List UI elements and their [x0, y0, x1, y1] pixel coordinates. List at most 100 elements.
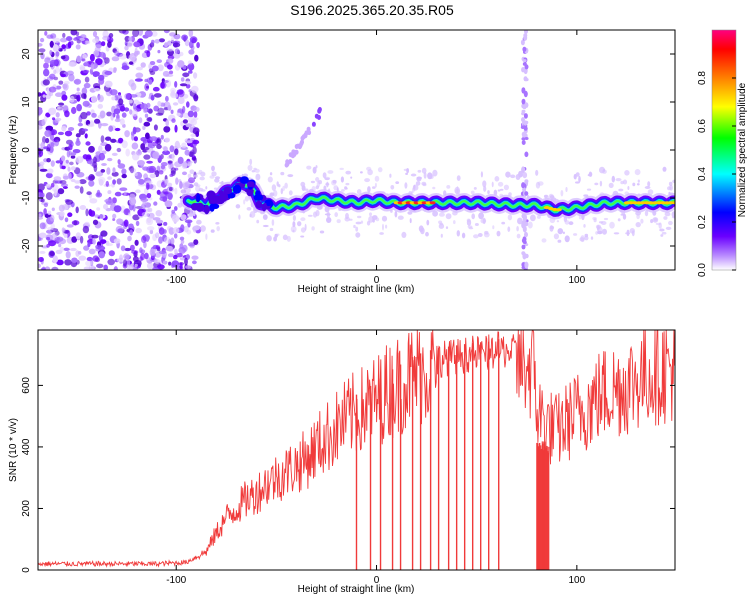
noise-speck — [146, 262, 154, 270]
halo-speck — [541, 238, 547, 243]
halo-speck — [311, 226, 315, 231]
halo-speck — [456, 230, 460, 237]
ridge-blob — [253, 194, 264, 201]
noise-speck — [132, 214, 140, 221]
noise-speck — [86, 111, 91, 116]
noise-speck — [52, 255, 59, 263]
noise-speck — [62, 32, 66, 38]
noise-speck — [193, 157, 197, 164]
halo-speck — [618, 188, 624, 192]
noise-speck — [182, 119, 188, 124]
stripe-speck — [522, 252, 527, 260]
noise-speck — [185, 160, 193, 164]
noise-speck — [163, 146, 168, 152]
noise-speck — [175, 177, 179, 185]
halo-speck — [344, 186, 348, 190]
noise-speck — [149, 70, 156, 76]
noise-speck — [124, 40, 128, 46]
noise-speck — [133, 136, 138, 142]
noise-speck — [53, 69, 57, 75]
halo-speck — [560, 190, 564, 197]
halo-speck — [310, 180, 315, 184]
halo-speck — [492, 225, 495, 230]
noise-speck — [55, 112, 60, 118]
noise-speck — [68, 61, 77, 67]
halo-speck — [300, 227, 306, 233]
halo-speck — [505, 171, 511, 178]
halo-speck — [647, 181, 651, 187]
halo-speck — [216, 226, 220, 232]
noise-speck — [128, 53, 136, 62]
halo-speck — [494, 176, 500, 182]
noise-speck — [179, 181, 183, 189]
noise-speck — [110, 89, 118, 96]
halo-speck — [432, 186, 436, 190]
halo-speck — [595, 224, 602, 229]
halo-speck — [319, 230, 325, 234]
noise-speck — [75, 232, 82, 240]
halo-speck — [478, 212, 484, 220]
halo-speck — [660, 234, 664, 237]
halo-speck — [404, 182, 408, 189]
halo-speck — [334, 212, 339, 218]
noise-speck — [111, 171, 119, 177]
halo-speck — [251, 170, 256, 173]
halo-speck — [482, 217, 486, 225]
noise-speck — [188, 151, 194, 158]
noise-speck — [64, 259, 72, 266]
halo-speck — [300, 235, 305, 238]
noise-speck — [96, 207, 101, 211]
noise-speck — [47, 210, 52, 215]
halo-speck — [397, 215, 404, 220]
noise-speck — [113, 108, 121, 115]
noise-speck — [44, 57, 51, 64]
noise-speck — [112, 179, 116, 185]
halo-speck — [382, 223, 384, 231]
noise-speck — [182, 105, 186, 114]
noise-speck — [85, 260, 92, 267]
noise-speck — [76, 103, 82, 112]
noise-speck — [70, 178, 76, 183]
halo-speck — [640, 218, 644, 224]
noise-speck — [38, 257, 44, 262]
noise-speck — [155, 245, 161, 250]
halo-speck — [196, 172, 201, 175]
halo-speck — [480, 171, 483, 178]
noise-speck — [48, 86, 57, 93]
noise-speck — [147, 142, 153, 148]
halo-speck — [634, 169, 641, 176]
noise-speck — [46, 34, 54, 39]
halo-speck — [620, 180, 624, 185]
noise-speck — [157, 64, 164, 72]
halo-speck — [487, 190, 490, 195]
noise-speck — [43, 208, 47, 216]
halo-speck — [438, 223, 445, 229]
noise-speck — [39, 222, 46, 230]
noise-speck — [119, 254, 123, 261]
colorbar-tick-label: 0.0 — [697, 263, 708, 277]
noise-speck — [53, 176, 62, 182]
ridge-peak — [639, 201, 646, 205]
noise-speck — [68, 172, 72, 180]
noise-speck — [177, 156, 184, 164]
halo-speck — [497, 189, 501, 192]
noise-speck — [44, 31, 48, 36]
snr-xtick-label: 100 — [569, 575, 586, 586]
noise-speck — [82, 69, 90, 74]
noise-speck — [173, 233, 178, 239]
halo-speck — [356, 189, 362, 195]
halo-speck — [238, 214, 241, 220]
noise-speck — [59, 37, 68, 43]
noise-speck — [105, 136, 112, 141]
noise-speck — [187, 242, 196, 247]
halo-speck — [287, 174, 294, 178]
halo-speck — [394, 210, 398, 218]
halo-speck — [284, 182, 288, 189]
noise-speck — [99, 51, 105, 58]
noise-speck — [174, 81, 178, 88]
noise-speck — [178, 51, 184, 57]
noise-speck — [184, 80, 192, 85]
branch-speck — [307, 130, 312, 136]
noise-speck — [45, 183, 51, 188]
noise-speck — [98, 152, 106, 161]
